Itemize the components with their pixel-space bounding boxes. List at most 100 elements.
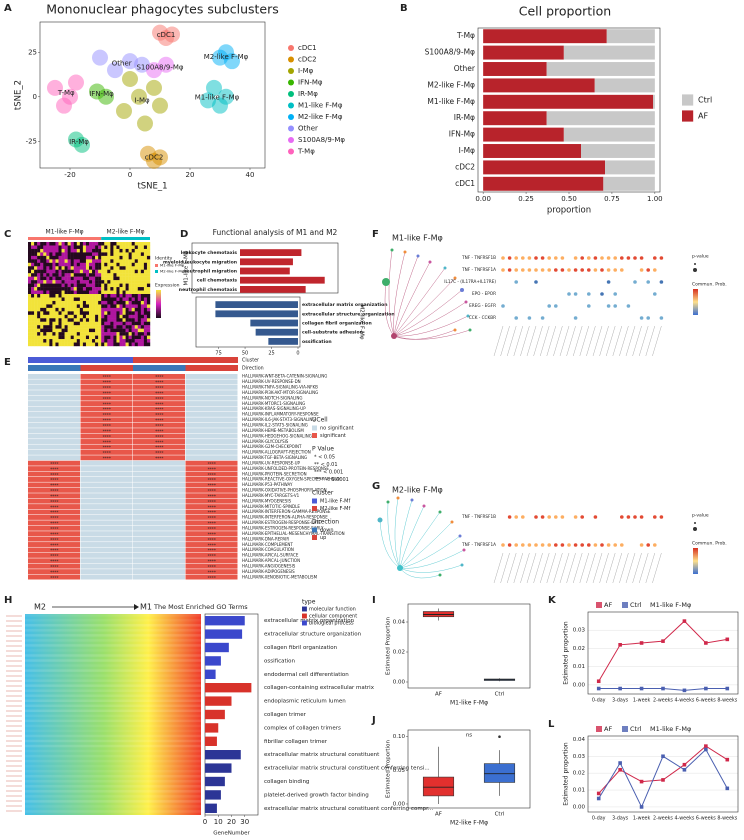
heat-cell: [34, 304, 38, 309]
heat-cell: [79, 290, 84, 295]
x-tick-label: AF: [435, 812, 442, 818]
x-tick-label: 3-days: [612, 816, 629, 822]
heat-cell: [104, 328, 108, 333]
heat-cell: [80, 449, 133, 455]
heat-cell: [185, 536, 238, 542]
heat-cell: [49, 300, 53, 305]
x-tick-label: 20: [186, 171, 195, 179]
heat-cell: [113, 259, 117, 263]
row-label: HALLMARK-HEME-METABOLISM: [242, 428, 304, 433]
heat-cell: [70, 252, 74, 257]
point: [725, 637, 730, 642]
heat-cell: [79, 273, 84, 277]
heat-cell: [79, 335, 84, 340]
heat-cell: [80, 509, 133, 515]
heat-cell: [80, 384, 133, 390]
y-tick-label: 0.10: [393, 734, 406, 740]
significance-stars: ****: [155, 429, 163, 434]
heat-cell: [107, 248, 111, 253]
network-node: [422, 504, 426, 508]
heat-cell: [92, 342, 96, 347]
heat-cell: [76, 255, 81, 260]
panel-letter: C: [4, 229, 11, 240]
heat-cell: [119, 332, 123, 336]
heat-cell: [73, 311, 77, 315]
heat-cell: [146, 276, 151, 281]
row-label: HALLMARK-APICAL-JUNCTION: [242, 558, 300, 563]
heat-stripe: [25, 719, 201, 723]
heat-cell: [95, 300, 99, 305]
heat-cell: [140, 290, 145, 295]
cluster-bar: [28, 357, 81, 363]
row-label: HALLMARK-MITOTIC-SPINDLE: [242, 504, 300, 509]
heat-cell: [134, 297, 138, 302]
heat-cell: [55, 294, 59, 298]
heat-cell: [46, 307, 50, 312]
legend-label: AF: [698, 112, 708, 121]
heat-cell: [40, 245, 44, 250]
heat-cell: [31, 311, 35, 315]
heat-cell: [122, 335, 126, 340]
heat-cell: [146, 318, 151, 322]
heat-cell: [89, 290, 93, 295]
heat-cell: [67, 242, 71, 246]
heat-cell: [46, 328, 50, 333]
heat-cell: [76, 269, 81, 274]
significance-stars: ****: [50, 559, 58, 564]
heat-cell: [55, 276, 59, 281]
column-tick: [625, 325, 636, 357]
heat-cell: [58, 304, 62, 309]
heat-cell: [101, 297, 105, 302]
heat-cell: [64, 304, 68, 309]
heat-cell: [137, 318, 142, 322]
heat-cell: [140, 255, 145, 260]
heat-cell: [40, 321, 44, 326]
heat-cell: [134, 245, 138, 250]
heat-stripe: [25, 659, 201, 662]
heat-cell: [116, 335, 120, 340]
heat-cell: [133, 449, 185, 455]
heat-cell: [52, 248, 56, 253]
heat-cell: [101, 314, 105, 319]
y-tick-label: -25: [26, 137, 37, 145]
heat-cell: [98, 325, 102, 329]
heat-cell: [64, 242, 68, 246]
network-edge: [393, 289, 463, 337]
heat-cell: [185, 439, 238, 444]
significance-stars: ****: [155, 440, 163, 445]
heat-cell: [34, 255, 38, 260]
heat-cell: [113, 290, 117, 295]
heat-cell: [146, 339, 151, 343]
heat-cell: [137, 300, 142, 305]
heat-cell: [61, 339, 65, 343]
row-label: HALLMARK-UV-RESPONSE-DN: [242, 379, 301, 384]
heat-cell: [76, 307, 81, 312]
heat-cell: [98, 335, 102, 340]
heat-cell: [119, 335, 123, 340]
legend-title: M1-like F-Mφ: [650, 725, 691, 733]
heat-cell: [116, 342, 120, 347]
heat-cell: [98, 252, 102, 257]
x-tick-label: 0.50: [561, 195, 577, 203]
heat-cell: [67, 255, 71, 260]
heat-cell: [28, 422, 80, 428]
row-label: HALLMARK-UNFOLDED-PROTEIN-RESPONSE: [242, 466, 329, 471]
heat-cell: [89, 297, 93, 302]
heat-cell: [52, 328, 56, 333]
heat-cell: [146, 248, 151, 253]
heat-cell: [89, 273, 93, 277]
heat-cell: [185, 574, 238, 580]
heat-cell: [133, 547, 185, 553]
heat-cell: [55, 252, 59, 257]
heat-cell: [98, 318, 102, 322]
heat-cell: [122, 339, 126, 343]
heat-cell: [79, 297, 84, 302]
heat-cell: [185, 433, 238, 439]
category-label: collagen-containing extracellular matrix: [264, 685, 375, 691]
heat-cell: [58, 248, 62, 253]
heat-cell: [46, 259, 50, 263]
heat-cell: [122, 290, 126, 295]
heat-cell: [80, 401, 133, 407]
heat-stripe: [25, 679, 201, 682]
heat-cell: [49, 332, 53, 336]
